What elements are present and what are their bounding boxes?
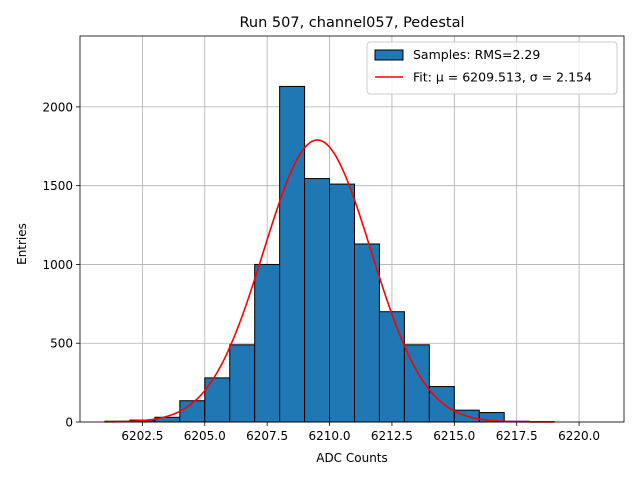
legend: Samples: RMS=2.29 Fit: μ = 6209.513, σ =… [367, 42, 617, 94]
histogram-bar [379, 312, 404, 422]
x-axis-label: ADC Counts [316, 451, 388, 465]
y-tick-label: 500 [50, 337, 73, 351]
x-tick-label: 6202.5 [121, 429, 163, 443]
x-tick-label: 6212.5 [371, 429, 413, 443]
y-tick-label: 1500 [42, 179, 73, 193]
histogram-bar [230, 345, 255, 422]
y-axis-label: Entries [15, 223, 29, 265]
x-tick-label: 6215.0 [433, 429, 475, 443]
histogram-bar [404, 345, 429, 422]
y-tick-label: 0 [65, 416, 73, 430]
legend-fit-label: Fit: μ = 6209.513, σ = 2.154 [413, 70, 592, 85]
x-tick-label: 6207.5 [246, 429, 288, 443]
y-tick-label: 1000 [42, 258, 73, 272]
x-tick-label: 6217.5 [496, 429, 538, 443]
legend-bar-swatch [375, 50, 403, 60]
chart-title: Run 507, channel057, Pedestal [239, 15, 464, 31]
histogram-bar [429, 387, 454, 422]
histogram-bar [305, 179, 330, 422]
x-tick-label: 6205.0 [184, 429, 226, 443]
x-tick-label: 6210.0 [309, 429, 351, 443]
histogram-bar [280, 86, 305, 422]
legend-bar-label: Samples: RMS=2.29 [413, 47, 540, 62]
histogram-bar [330, 184, 355, 422]
y-tick-label: 2000 [42, 100, 73, 114]
histogram-bar [354, 244, 379, 422]
histogram-bar [255, 264, 280, 422]
x-tick-label: 6220.0 [558, 429, 600, 443]
